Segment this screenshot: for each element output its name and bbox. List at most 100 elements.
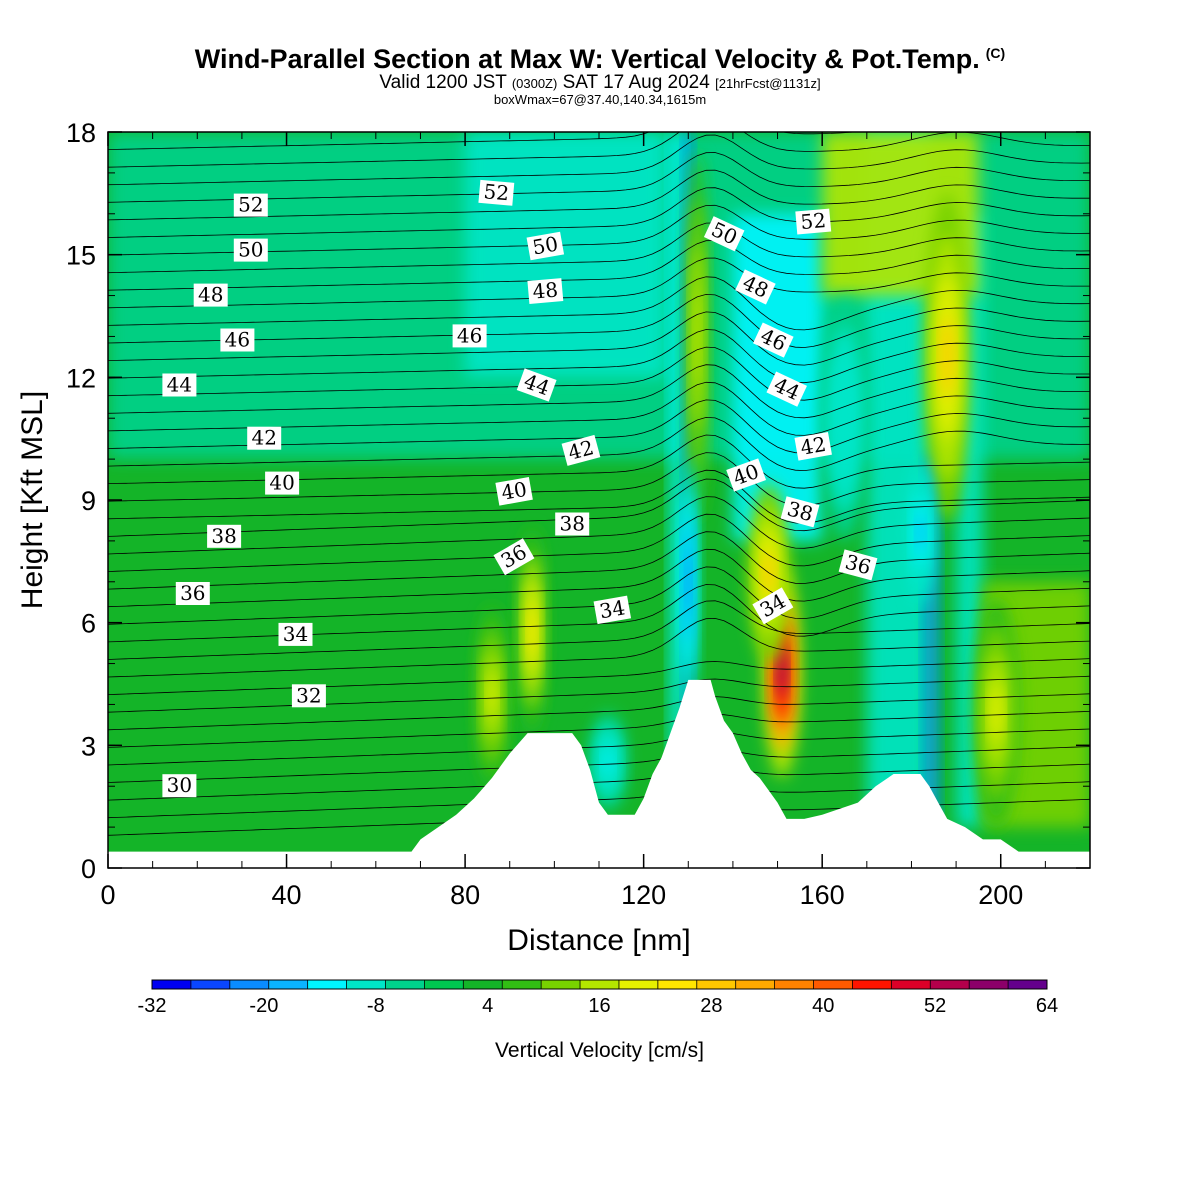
theta-contour-line [108,169,1090,221]
theta-label: 48 [527,277,564,304]
theta-label: 52 [233,193,268,217]
theta-contour-line [108,346,1090,401]
theta-label-text: 50 [238,238,263,262]
theta-contour-line [108,329,1090,384]
theta-label-text: 44 [167,373,192,397]
colorbar-swatch [190,980,231,989]
colorbar-swatch [813,980,853,989]
theta-label-text: 38 [559,512,584,536]
theta-label: 50 [526,231,565,261]
theta-label-box [478,179,515,206]
colorbar-swatch [152,980,192,989]
x-tick-label: 40 [272,880,302,910]
theta-label-text: 38 [211,524,236,548]
theta-label-box [794,432,832,461]
theta-contour-line [108,693,1090,731]
subtitle-date: SAT 17 Aug 2024 [562,72,710,93]
theta-label-box [247,426,282,450]
theta-label: 34 [278,622,313,646]
theta-label-text: 30 [167,773,192,797]
theta-label-box [233,193,268,217]
theta-label-box [162,373,197,397]
theta-contour-line [108,240,1090,291]
y-tick-label: 18 [66,118,96,148]
velocity-cell [917,514,924,552]
theta-label-text: 52 [799,208,826,234]
theta-label-text: 52 [483,179,510,205]
theta-label: 52 [478,179,515,206]
theta-label-text: 32 [296,683,321,707]
theta-label-box [175,582,210,605]
theta-label: 40 [265,471,300,495]
x-tick-label: 80 [450,880,480,910]
subtitle-valid: Valid 1200 JST [379,72,507,93]
theta-label-text: 46 [457,323,482,347]
theta-label-box [526,231,565,261]
velocity-cell [838,387,851,449]
velocity-cell [777,645,787,699]
theta-contour-line [108,513,1090,572]
theta-label-box [752,587,794,625]
theta-label: 32 [291,683,326,708]
theta-contour-line [108,675,1090,713]
theta-label: 40 [726,458,767,492]
colorbar-swatch [307,980,348,989]
theta-label-box [278,622,313,646]
colorbar-swatch [891,980,931,989]
theta-label: 42 [247,426,282,450]
theta-label-text: 52 [238,193,263,217]
terrain [108,679,1090,868]
y-tick-label: 12 [66,363,96,393]
y-tick-label: 9 [81,486,96,516]
y-tick-label: 0 [81,854,96,884]
theta-label: 52 [795,208,832,235]
theta-label-box [207,524,242,548]
colorbar-swatch [735,980,776,989]
colorbar-swatch [268,980,309,989]
theta-contour-line [108,257,1090,309]
theta-label-box [766,371,807,407]
theta-label: 48 [193,283,228,307]
theta-label: 36 [175,581,210,605]
velocity-band [670,132,684,828]
colorbar-swatch [229,980,270,989]
colorbar-tick-label: 64 [1036,995,1058,1017]
colorbar-swatch [657,980,698,989]
colorbar-tick-label: 4 [482,995,493,1017]
y-tick-label: 15 [66,241,96,271]
theta-contour-line [108,746,1090,783]
velocity-cell [686,551,691,613]
colorbar-tick-label: 52 [924,995,946,1017]
theta-contour-line [108,478,1090,537]
subtitle-forecast: [21hrFcst@1131z] [715,76,821,91]
theta-label-box [495,477,533,506]
theta-contour-line [108,600,1090,660]
velocity-cell [990,684,1002,742]
colorbar-swatch [618,980,659,989]
chart-box-info: boxWmax=67@37.40,140.34,1615m [493,92,707,107]
colorbar-tick-label: -32 [138,995,167,1017]
chart-subtitle: Valid 1200 JST (0300Z) SAT 17 Aug 2024 [… [0,72,1200,94]
colorbar-swatch [852,980,892,989]
theta-label: 30 [162,773,197,798]
x-tick-label: 200 [978,880,1023,910]
y-tick-label: 6 [81,609,96,639]
theta-label-box [555,512,590,536]
theta-label-text: 36 [180,581,205,605]
colorbar-swatch [930,980,970,989]
colorbar-swatch [502,980,542,989]
theta-contour-line [108,293,1090,348]
colorbar-swatch [1008,980,1048,989]
theta-label-box [726,458,767,492]
theta-label-text: 42 [251,426,276,450]
theta-label-box [162,774,197,798]
colorbar-tick-label: -8 [367,995,385,1017]
x-tick-label: 120 [621,880,666,910]
theta-contour-line [108,311,1090,366]
theta-label-box [220,328,255,352]
colorbar-swatch [385,980,425,989]
theta-contour-line [108,711,1090,748]
theta-label-box [703,216,745,252]
subtitle-utc: (0300Z) [511,76,558,91]
theta-label-box [795,208,832,235]
